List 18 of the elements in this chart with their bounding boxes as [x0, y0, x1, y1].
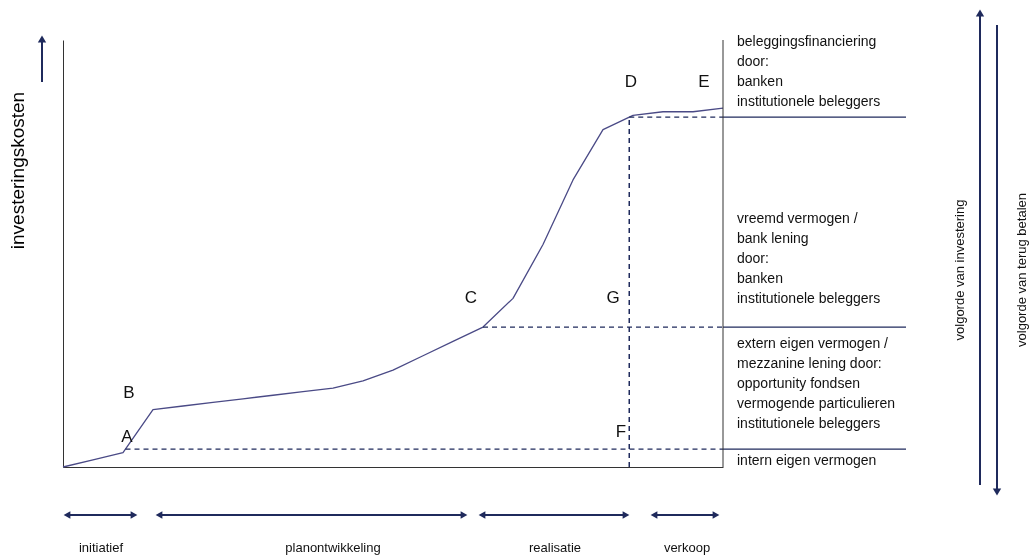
- text: E: [698, 72, 710, 91]
- text: intern eigen vermogen: [737, 452, 877, 468]
- text: volgorde van investering: [952, 199, 967, 341]
- text: verkoop: [663, 540, 711, 555]
- annotation: G: [606, 288, 620, 307]
- annotation: B: [123, 383, 135, 402]
- text: initiatief: [78, 540, 124, 555]
- text: realisatie: [528, 540, 582, 555]
- y-axis-title: investeringskosten: [6, 91, 28, 250]
- text: planontwikkeling: [285, 540, 381, 555]
- text: beleggingsfinanciering door: banken institutionele beleggers: [737, 33, 881, 109]
- annotation: A: [121, 427, 134, 446]
- text: vreemd vermogen / bank lening door: banken institutionele beleggers: [737, 210, 881, 306]
- annotation: C: [464, 288, 478, 307]
- text: volgorde van terug betalen: [1014, 193, 1029, 347]
- annotation: F: [615, 422, 627, 441]
- text: extern eigen vermogen / mezzanine lening door: opportunity fondsen vermogende particulieren institutionele beleggers: [737, 335, 895, 431]
- text: D: [624, 72, 638, 91]
